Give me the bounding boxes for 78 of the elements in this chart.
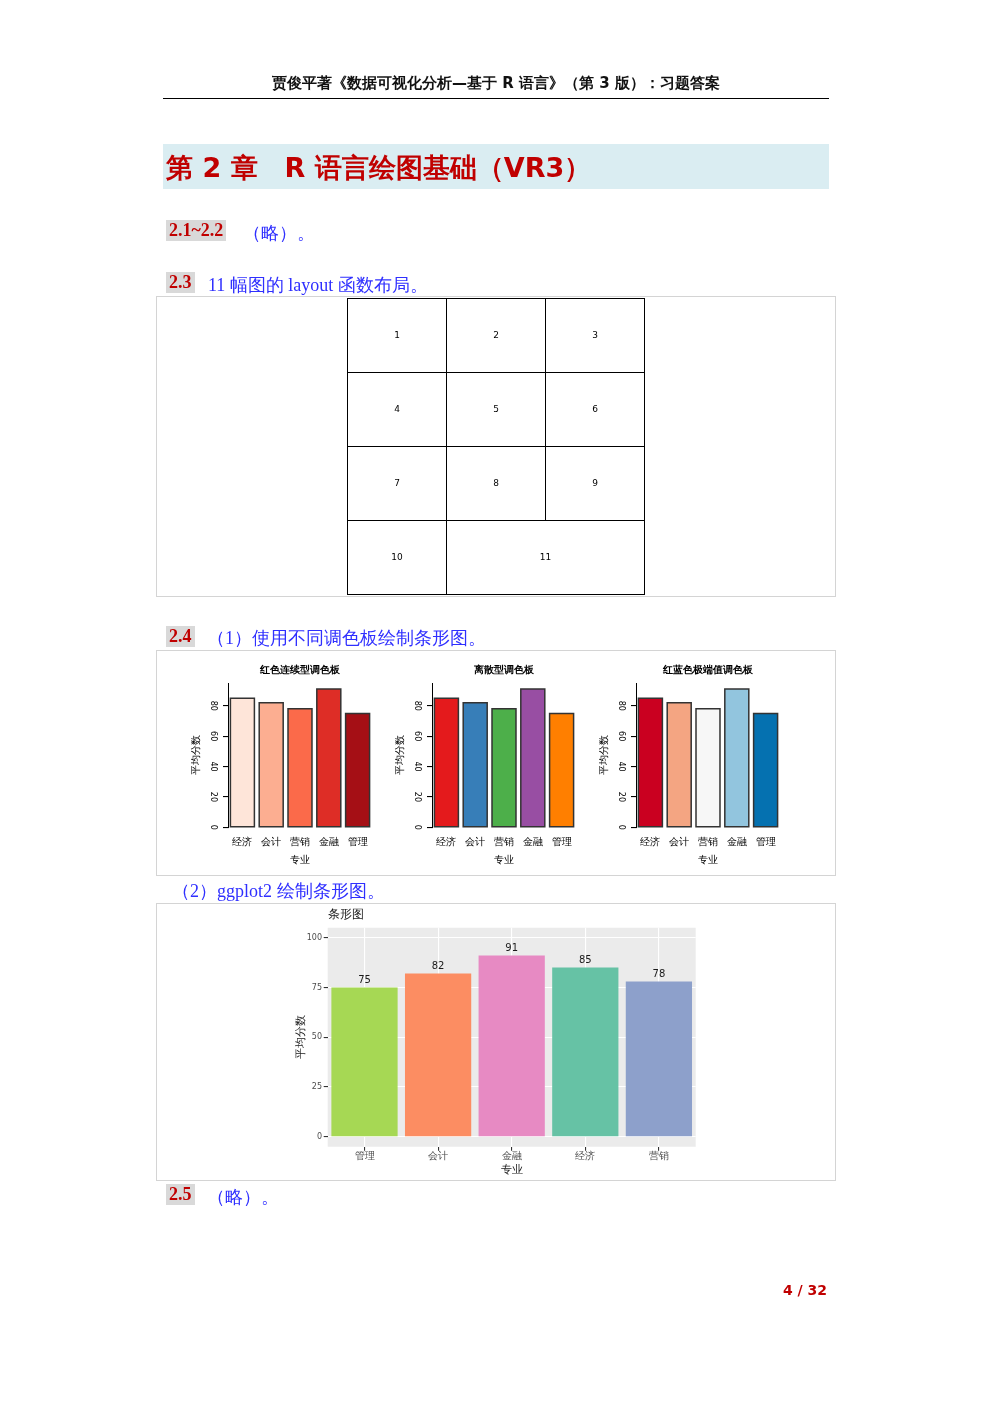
y-axis-title: 平均分数: [293, 1015, 307, 1060]
x-tick-label: 营销: [698, 836, 718, 848]
text: （略）。: [207, 1186, 279, 1209]
x-tick-label: 管理: [551, 836, 572, 848]
text: （2）ggplot2 绘制条形图。: [172, 880, 385, 903]
y-tick-label: 60: [617, 731, 627, 742]
text: 2.4: [166, 626, 195, 647]
y-tick-label: 20: [209, 791, 219, 803]
text: 2.5: [166, 1184, 195, 1205]
bar: [404, 973, 472, 1137]
bar: [331, 987, 398, 1137]
chart-title: 条形图: [327, 907, 364, 922]
panel-box: 1: [347, 298, 447, 373]
data-label: 78: [652, 968, 666, 980]
data-label: 82: [431, 960, 445, 972]
x-tick-label: 管理: [347, 836, 368, 848]
y-axis-title: 平均分数: [189, 735, 201, 776]
y-tick-label: 60: [413, 731, 423, 742]
x-tick-label: 会计: [465, 836, 486, 848]
y-tick-label: 0: [413, 824, 423, 830]
y-tick-label: 20: [413, 791, 423, 803]
y-tick-label: 0: [209, 824, 219, 830]
y-tick-label: 50: [311, 1032, 322, 1042]
x-tick-label: 金融: [501, 1150, 522, 1162]
text: 11 幅图的 layout 函数布局。: [208, 274, 428, 297]
y-tick-label: 25: [311, 1082, 322, 1092]
y-tick-label: 60: [209, 731, 219, 742]
y-tick-label: 40: [209, 761, 219, 772]
x-axis-title: 专业: [698, 854, 718, 866]
text: （1）使用不同调色板绘制条形图。: [207, 627, 486, 650]
x-tick-label: 营销: [648, 1150, 669, 1162]
text: 第 2 章 R 语言绘图基础（VR3）: [166, 151, 592, 185]
panel-box: 3: [545, 298, 645, 373]
text: 2.3: [166, 272, 195, 293]
x-axis-title: 专业: [290, 854, 310, 866]
x-tick-label: 经济: [640, 836, 661, 848]
text: 贾俊平著《数据可视化分析—基于 R 语言》（第 3 版）：习题答案: [272, 74, 720, 93]
x-tick-label: 管理: [755, 836, 776, 848]
text: （略）。: [243, 222, 315, 245]
bar: [478, 955, 545, 1137]
panel-box: 10: [347, 520, 447, 595]
bar: [625, 981, 693, 1137]
y-tick-label: 20: [617, 791, 627, 803]
x-tick-label: 营销: [494, 836, 514, 848]
chart-title: 离散型调色板: [473, 663, 535, 675]
data-label: 91: [505, 942, 519, 954]
chart-title: 红蓝色极端值调色板: [662, 663, 754, 675]
x-tick-label: 营销: [290, 836, 310, 848]
y-tick-label: 0: [316, 1131, 322, 1141]
data-label: 85: [578, 954, 592, 966]
y-tick-label: 40: [617, 761, 627, 772]
x-axis-title: 专业: [494, 854, 514, 866]
x-tick-label: 会计: [669, 836, 690, 848]
x-tick-label: 会计: [261, 836, 282, 848]
x-tick-label: 会计: [428, 1150, 449, 1162]
y-tick-label: 80: [617, 700, 627, 711]
text: 4 / 32: [782, 1282, 827, 1298]
y-tick-label: 75: [311, 982, 322, 992]
y-axis-title: 平均分数: [597, 735, 609, 776]
x-tick-label: 经济: [575, 1150, 596, 1162]
x-axis-title: 专业: [500, 1163, 523, 1177]
y-tick-label: 80: [413, 700, 423, 711]
y-axis-title: 平均分数: [393, 735, 405, 776]
y-tick-label: 40: [413, 761, 423, 772]
panel-box: 11: [446, 520, 645, 595]
x-tick-label: 金融: [318, 836, 339, 848]
y-tick-label: 100: [306, 932, 322, 942]
bar: [552, 967, 619, 1137]
text: 2.1~2.2: [166, 220, 227, 241]
y-tick-label: 80: [209, 700, 219, 711]
y-tick-label: 0: [617, 824, 627, 830]
x-tick-label: 金融: [726, 836, 747, 848]
x-tick-label: 经济: [232, 836, 253, 848]
x-tick-label: 管理: [354, 1150, 375, 1162]
chart-title: 红色连续型调色板: [259, 663, 341, 675]
x-tick-label: 金融: [522, 836, 543, 848]
data-label: 75: [358, 974, 371, 986]
x-tick-label: 经济: [436, 836, 457, 848]
